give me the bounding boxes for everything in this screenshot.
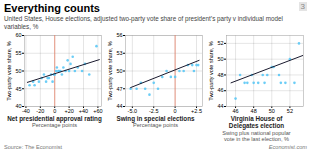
svg-text:48: 48 xyxy=(217,72,223,78)
svg-text:53: 53 xyxy=(116,50,122,56)
svg-text:-40: -40 xyxy=(22,108,30,114)
svg-text:44: 44 xyxy=(217,103,223,109)
svg-text:50: 50 xyxy=(116,68,122,74)
html-text:Economist.com: Economist.com xyxy=(268,143,307,150)
html-text:United States, House elections: United States, House elections, adjusted… xyxy=(4,15,283,30)
svg-text:Two-party vote share, %: Two-party vote share, % xyxy=(6,41,12,100)
html-text:Everything counts: Everything counts xyxy=(4,2,100,14)
svg-text:0: 0 xyxy=(53,108,56,114)
svg-text:48: 48 xyxy=(251,108,257,114)
html-text:Source: The Economist: Source: The Economist xyxy=(4,143,62,150)
svg-text:46: 46 xyxy=(232,108,238,114)
html-text:Percentage points: Percentage points xyxy=(32,122,77,129)
html-text:Swing plus national popular vo: Swing plus national popular vote in the … xyxy=(222,129,291,143)
svg-text:0: 0 xyxy=(174,108,177,114)
html-text:Net presidential approval rati: Net presidential approval rating xyxy=(7,115,102,122)
svg-text:50: 50 xyxy=(269,108,275,114)
svg-text:Two-party vote share, %: Two-party vote share, % xyxy=(107,41,113,100)
svg-text:50: 50 xyxy=(217,56,223,62)
svg-text:50: 50 xyxy=(15,68,21,74)
svg-text:44: 44 xyxy=(116,103,122,109)
svg-text:52: 52 xyxy=(217,40,223,46)
svg-text:55: 55 xyxy=(15,50,21,56)
svg-text:60: 60 xyxy=(15,32,21,38)
svg-text:-20: -20 xyxy=(36,108,44,114)
html-text:3: 3 xyxy=(300,2,305,11)
svg-text:+2.5: +2.5 xyxy=(191,108,202,114)
html-text:Swing in special elections: Swing in special elections xyxy=(116,115,195,122)
svg-text:-5.0: -5.0 xyxy=(128,108,137,114)
svg-text:56: 56 xyxy=(116,32,122,38)
svg-text:40: 40 xyxy=(15,103,21,109)
svg-text:52: 52 xyxy=(287,108,293,114)
html-text:Percentage points: Percentage points xyxy=(133,122,178,129)
svg-text:+60: +60 xyxy=(93,108,102,114)
svg-text:46: 46 xyxy=(217,87,223,93)
html-text:Virginia House of Delegates el: Virginia House of Delegates election xyxy=(228,115,285,130)
svg-text:+20: +20 xyxy=(64,108,73,114)
svg-text:47: 47 xyxy=(116,86,122,92)
svg-text:Two-party vote share, %: Two-party vote share, % xyxy=(208,41,214,100)
svg-text:45: 45 xyxy=(15,86,21,92)
svg-text:+40: +40 xyxy=(79,108,88,114)
svg-text:-2.5: -2.5 xyxy=(149,108,158,114)
